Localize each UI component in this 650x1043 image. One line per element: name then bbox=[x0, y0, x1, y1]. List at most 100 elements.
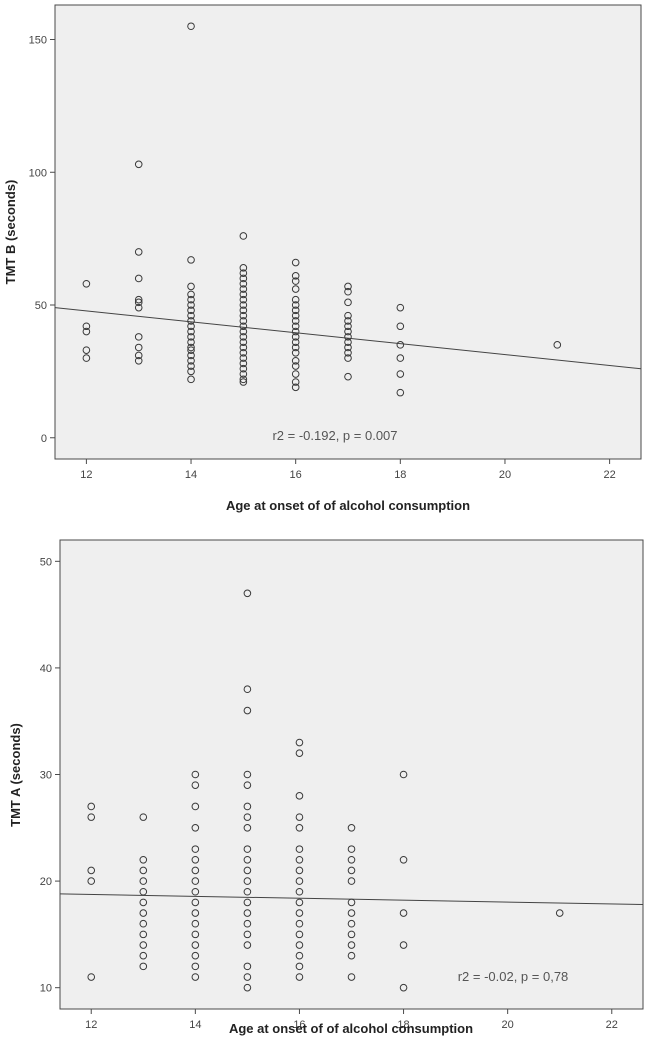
tmt-a-y-tick-label: 20 bbox=[40, 876, 52, 888]
tmt-b-data-point bbox=[239, 359, 248, 368]
tmt-a-data-point bbox=[139, 887, 148, 896]
tmt-b-data-point bbox=[291, 272, 300, 280]
tmt-a-points bbox=[87, 589, 564, 992]
tmt-a-data-point bbox=[243, 781, 252, 789]
tmt-a-data-point bbox=[191, 802, 200, 811]
tmt-a-data-point bbox=[347, 909, 356, 917]
tmt-b-data-point bbox=[134, 343, 143, 352]
tmt-b-data-point bbox=[396, 354, 405, 362]
tmt-a-data-point bbox=[191, 823, 200, 832]
tmt-a-data-point bbox=[347, 845, 356, 853]
tmt-a-data-point bbox=[191, 973, 200, 981]
tmt-b-data-point bbox=[344, 287, 352, 296]
tmt-b-data-point bbox=[187, 346, 195, 354]
tmt-a-data-point bbox=[295, 855, 304, 864]
tmt-a-data-point bbox=[347, 823, 356, 832]
tmt-a-data-point bbox=[87, 802, 96, 811]
tmt-b-data-point bbox=[82, 279, 91, 288]
tmt-a-data-point bbox=[191, 951, 200, 960]
tmt-b-data-point bbox=[291, 285, 300, 293]
tmt-a-data-point bbox=[191, 781, 200, 789]
tmt-b-data-point bbox=[239, 343, 248, 352]
tmt-a-data-point bbox=[347, 941, 356, 949]
tmt-b-data-point bbox=[187, 367, 195, 376]
tmt-a-data-point bbox=[243, 685, 252, 694]
tmt-a-data-point bbox=[139, 919, 148, 928]
tmt-a-data-point bbox=[347, 866, 356, 875]
tmt-b-data-point bbox=[134, 160, 143, 169]
tmt-b-plot-area bbox=[54, 4, 642, 460]
tmt-a-data-point bbox=[243, 706, 252, 715]
tmt-b-data-point bbox=[82, 327, 91, 336]
tmt-b-data-point bbox=[239, 295, 248, 304]
tmt-a-data-point bbox=[243, 866, 252, 875]
tmt-b-data-point bbox=[291, 370, 300, 378]
tmt-b-data-point bbox=[187, 306, 195, 315]
tmt-b-scatter-chart: 12 14 16 18 20 22 0 50 100 150 r2 = -0.192, p = 0… bbox=[0, 0, 650, 520]
tmt-a-ticks: 12 14 16 18 20 22 10 20 30 40 50 bbox=[40, 556, 618, 1031]
tmt-b-data-point bbox=[396, 388, 405, 397]
tmt-b-data-point bbox=[239, 370, 248, 378]
tmt-b-data-point bbox=[396, 322, 405, 331]
tmt-b-data-point bbox=[291, 301, 300, 309]
tmt-a-data-point bbox=[295, 749, 304, 757]
tmt-a-data-point bbox=[243, 770, 252, 779]
tmt-b-data-point bbox=[239, 264, 248, 272]
tmt-a-data-point bbox=[347, 855, 356, 864]
tmt-b-data-point bbox=[291, 306, 300, 315]
tmt-b-data-point bbox=[291, 383, 300, 392]
tmt-b-ticks: 12 14 16 18 20 22 0 50 100 150 bbox=[29, 35, 616, 481]
tmt-b-data-point bbox=[187, 311, 195, 320]
tmt-b-data-point bbox=[134, 298, 143, 307]
tmt-b-data-point bbox=[187, 356, 195, 365]
tmt-a-y-tick-label: 50 bbox=[40, 556, 52, 568]
tmt-a-data-point bbox=[139, 813, 148, 821]
tmt-b-data-point bbox=[291, 362, 300, 370]
tmt-a-data-point bbox=[243, 909, 252, 917]
tmt-b-y-axis-title: TMT B (seconds) bbox=[3, 180, 18, 285]
tmt-a-data-point bbox=[347, 930, 356, 939]
tmt-a-data-point bbox=[347, 973, 356, 981]
tmt-a-data-point bbox=[191, 845, 200, 853]
tmt-b-data-point bbox=[134, 248, 143, 256]
tmt-b-data-point bbox=[239, 290, 248, 299]
tmt-b-data-point bbox=[239, 375, 248, 384]
tmt-b-data-point bbox=[291, 356, 300, 365]
tmt-b-data-point bbox=[344, 317, 352, 325]
tmt-a-data-point bbox=[243, 845, 252, 853]
tmt-b-y-tick-label: 50 bbox=[35, 300, 47, 312]
tmt-a-data-point bbox=[139, 951, 148, 960]
tmt-a-data-point bbox=[295, 951, 304, 960]
tmt-b-data-point bbox=[239, 301, 248, 309]
tmt-b-data-point bbox=[187, 338, 195, 346]
tmt-a-data-point bbox=[243, 919, 252, 928]
tmt-a-y-tick-label: 30 bbox=[40, 770, 52, 782]
tmt-b-data-point bbox=[239, 364, 248, 373]
tmt-b-data-point bbox=[134, 356, 143, 365]
tmt-a-annotation: r2 = -0.02, p = 0,78 bbox=[458, 969, 569, 984]
tmt-b-data-point bbox=[291, 317, 300, 325]
tmt-a-data-point bbox=[191, 898, 200, 907]
tmt-a-data-point bbox=[295, 941, 304, 949]
tmt-a-data-point bbox=[191, 887, 200, 896]
tmt-a-chart-svg: 12 14 16 18 20 22 10 20 30 40 50 r2 = -0.02, p = 0… bbox=[8, 539, 644, 1036]
tmt-a-data-point bbox=[139, 962, 148, 971]
tmt-b-y-tick-label: 0 bbox=[41, 433, 47, 445]
tmt-a-x-tick-label: 20 bbox=[502, 1019, 514, 1031]
tmt-b-data-point bbox=[239, 354, 248, 362]
tmt-a-data-point bbox=[295, 866, 304, 875]
tmt-b-data-point bbox=[344, 333, 352, 341]
tmt-b-data-point bbox=[291, 343, 300, 352]
tmt-a-data-point bbox=[87, 877, 96, 885]
tmt-b-data-point bbox=[239, 274, 248, 283]
tmt-b-data-point bbox=[344, 327, 352, 336]
tmt-a-data-point bbox=[139, 909, 148, 917]
tmt-b-data-point bbox=[396, 341, 405, 349]
tmt-b-x-axis-title: Age at onset of of alcohol consumption bbox=[226, 498, 470, 513]
tmt-a-data-point bbox=[243, 813, 252, 821]
tmt-b-data-point bbox=[187, 343, 195, 352]
tmt-a-data-point bbox=[191, 877, 200, 885]
tmt-b-data-point bbox=[344, 343, 352, 352]
tmt-b-data-point bbox=[344, 338, 352, 346]
tmt-a-data-point bbox=[399, 983, 408, 992]
